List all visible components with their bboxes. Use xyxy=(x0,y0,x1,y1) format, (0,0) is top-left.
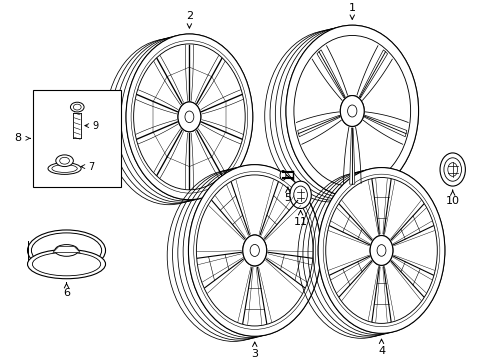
Text: 1: 1 xyxy=(348,3,355,19)
Text: 9: 9 xyxy=(85,121,99,131)
Ellipse shape xyxy=(73,104,81,110)
Ellipse shape xyxy=(387,248,390,252)
Ellipse shape xyxy=(56,155,73,167)
Ellipse shape xyxy=(285,25,418,197)
Ellipse shape xyxy=(447,163,457,176)
Ellipse shape xyxy=(184,111,193,123)
Text: 4: 4 xyxy=(377,339,384,356)
Ellipse shape xyxy=(184,111,193,123)
Ellipse shape xyxy=(376,245,385,256)
Polygon shape xyxy=(349,128,354,184)
Ellipse shape xyxy=(383,257,386,261)
Ellipse shape xyxy=(375,240,379,244)
Ellipse shape xyxy=(178,102,201,132)
Ellipse shape xyxy=(249,244,259,256)
Ellipse shape xyxy=(340,95,364,126)
Ellipse shape xyxy=(178,102,201,132)
Ellipse shape xyxy=(383,240,386,244)
Text: 6: 6 xyxy=(63,283,70,298)
Ellipse shape xyxy=(70,102,84,112)
Ellipse shape xyxy=(126,34,252,200)
Ellipse shape xyxy=(188,165,321,336)
Ellipse shape xyxy=(48,163,81,174)
Text: 11: 11 xyxy=(293,211,307,227)
Ellipse shape xyxy=(369,235,392,265)
Ellipse shape xyxy=(280,171,285,180)
Ellipse shape xyxy=(443,158,461,181)
Polygon shape xyxy=(364,115,406,137)
FancyBboxPatch shape xyxy=(33,90,121,187)
Ellipse shape xyxy=(369,235,392,265)
Ellipse shape xyxy=(243,235,266,266)
Ellipse shape xyxy=(243,235,266,266)
Ellipse shape xyxy=(293,186,307,204)
Ellipse shape xyxy=(347,105,356,117)
Ellipse shape xyxy=(55,244,78,256)
Ellipse shape xyxy=(371,248,375,252)
Text: 8: 8 xyxy=(15,133,21,143)
Ellipse shape xyxy=(289,181,311,208)
Ellipse shape xyxy=(375,257,379,261)
Polygon shape xyxy=(53,247,80,252)
Polygon shape xyxy=(316,50,345,98)
Text: 5: 5 xyxy=(284,187,291,203)
Ellipse shape xyxy=(27,249,105,279)
Ellipse shape xyxy=(439,153,465,186)
Text: 10: 10 xyxy=(445,190,459,206)
Ellipse shape xyxy=(376,245,385,256)
Ellipse shape xyxy=(249,244,259,256)
Text: 2: 2 xyxy=(185,12,193,28)
Ellipse shape xyxy=(318,167,444,333)
Text: 3: 3 xyxy=(251,342,258,359)
Ellipse shape xyxy=(340,95,364,126)
Ellipse shape xyxy=(347,105,356,117)
Polygon shape xyxy=(297,115,339,137)
Text: 7: 7 xyxy=(81,162,94,172)
Ellipse shape xyxy=(27,230,105,271)
Polygon shape xyxy=(359,50,387,98)
